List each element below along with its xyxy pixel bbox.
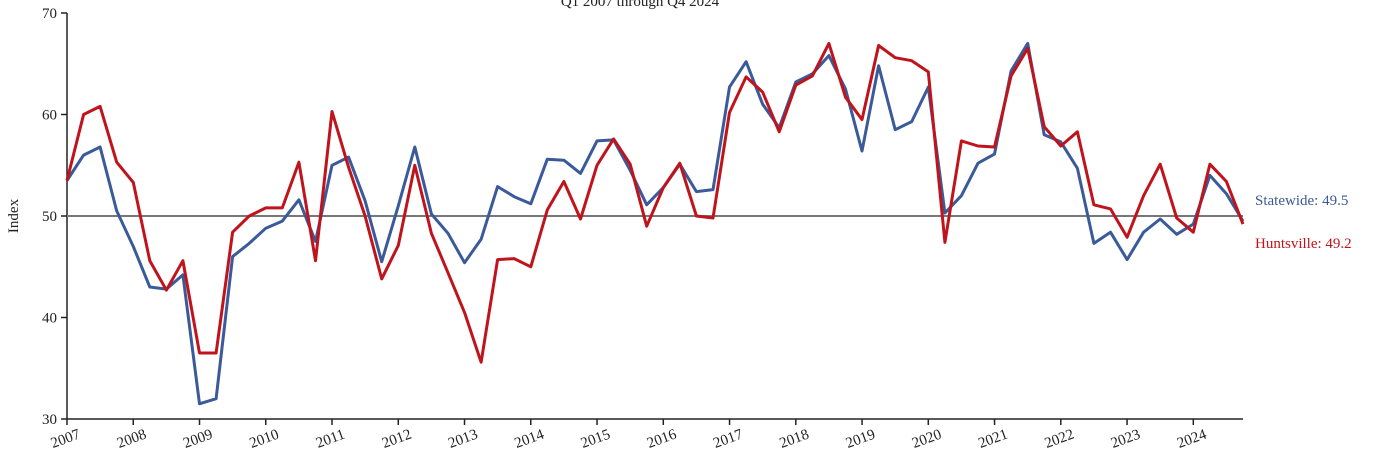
y-tick-label: 40 xyxy=(42,311,57,327)
y-tick-label: 30 xyxy=(42,412,57,428)
x-tick-label: 2018 xyxy=(778,427,812,452)
x-tick-label: 2019 xyxy=(844,427,878,452)
x-tick-label: 2012 xyxy=(380,427,414,452)
y-tick-label: 60 xyxy=(42,108,57,124)
y-tick-label: 50 xyxy=(42,209,57,225)
end-label: Statewide: 49.5 xyxy=(1255,193,1348,209)
x-tick-label: 2015 xyxy=(579,427,613,452)
y-axis-label: Index xyxy=(6,198,22,233)
x-tick-label: 2010 xyxy=(248,427,282,452)
x-tick-label: 2017 xyxy=(711,426,745,451)
x-tick-label: 2011 xyxy=(314,427,347,452)
series-line xyxy=(65,41,1245,364)
y-tick-label: 70 xyxy=(42,6,57,22)
chart-subtitle: Q1 2007 through Q4 2024 xyxy=(561,0,720,10)
x-tick-label: 2020 xyxy=(910,427,944,452)
x-tick-label: 2014 xyxy=(513,426,547,451)
x-tick-label: 2016 xyxy=(645,426,679,451)
x-tick-label: 2007 xyxy=(49,426,83,451)
x-tick-label: 2009 xyxy=(181,427,215,452)
x-tick-label: 2013 xyxy=(446,427,480,452)
series-line xyxy=(65,41,1245,406)
x-tick-label: 2023 xyxy=(1109,427,1143,452)
x-tick-label: 2024 xyxy=(1175,426,1209,451)
x-tick-label: 2021 xyxy=(976,427,1010,452)
end-label: Huntsville: 49.2 xyxy=(1255,236,1352,252)
x-tick-label: 2022 xyxy=(1043,427,1077,452)
x-tick-label: 2008 xyxy=(115,427,149,452)
